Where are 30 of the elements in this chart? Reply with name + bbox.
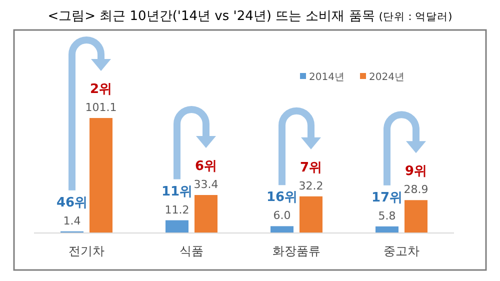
x-tick-label: 화장품류: [272, 244, 320, 258]
annotation: 6위: [194, 159, 218, 174]
bar: [194, 195, 218, 233]
data-label: 32.2: [298, 179, 324, 192]
x-tick-label: 전기차: [68, 244, 104, 258]
data-label: 1.4: [63, 214, 81, 228]
x-tick-label: 식품: [180, 244, 204, 258]
bar: [166, 220, 188, 233]
x-tick-label: 중고차: [384, 244, 420, 258]
bar: [270, 226, 294, 233]
annotation: 9위: [404, 164, 428, 180]
data-label: 33.4: [194, 178, 218, 192]
data-label: 11.2: [164, 203, 190, 216]
data-label: 5.8: [378, 209, 396, 222]
legend-label: 2024년: [369, 72, 404, 83]
data-label: 6.0: [273, 209, 291, 222]
data-label: 28.9: [404, 183, 428, 196]
annotation: 7위: [300, 160, 322, 176]
annotation: 2위: [90, 82, 112, 97]
bar: [300, 196, 322, 233]
annotation: 11위: [161, 184, 193, 200]
data-label: 101.1: [85, 101, 117, 114]
annotation: 17위: [371, 190, 403, 206]
bar: [404, 200, 428, 233]
bar: [376, 226, 398, 233]
chart-title: <그림> 최근 10년간('14년 vs '24년) 뜨는 소비재 품목: [48, 9, 375, 24]
legend-label: 2014년: [309, 72, 344, 83]
annotation: 16위: [266, 190, 298, 206]
chart-subtitle: (단위 : 억달러): [378, 11, 452, 23]
annotation: 46위: [56, 195, 88, 210]
